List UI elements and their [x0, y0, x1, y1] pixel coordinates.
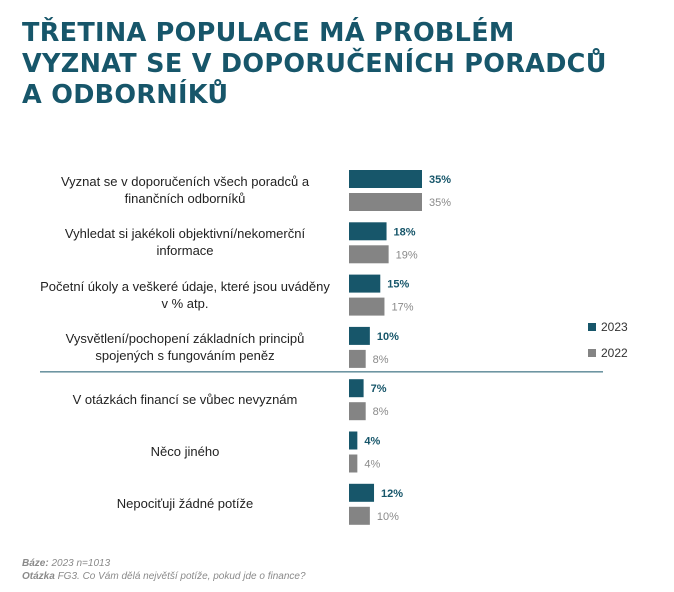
category-label-5-line-0: Něco jiného	[150, 444, 220, 459]
footnote-question-text: FG3. Co Vám dělá největší potíže, pokud …	[54, 571, 306, 582]
bar-2022-1	[349, 245, 389, 264]
data-label-2023-6: 12%	[381, 488, 403, 500]
category-label-0: Vyznat se v doporučeních všech poradců a…	[40, 173, 330, 207]
category-label-6-line-0: Nepociťuji žádné potíže	[116, 496, 254, 512]
category-label-1: Vyhledat si jakékoli objektivní/nekomerč…	[40, 225, 330, 259]
bar-2022-5	[349, 454, 358, 473]
category-label-0-line-0: Vyznat se v doporučeních všech poradců a	[60, 174, 310, 189]
bar-2023-1	[349, 222, 387, 241]
legend-label-2022: 2022	[601, 346, 628, 360]
bar-2023-4	[349, 379, 364, 398]
data-label-2023-4: 7%	[371, 383, 387, 395]
legend-label-2023: 2023	[601, 320, 628, 334]
category-label-3-line-0: Vysvětlení/pochopení základních principů	[65, 330, 305, 346]
data-label-2022-4: 8%	[373, 406, 389, 418]
footnote-question: Otázka FG3. Co Vám dělá největší potíže,…	[22, 571, 306, 582]
page-title: TŘETINA POPULACE MÁ PROBLÉM VYZNAT SE V …	[22, 18, 662, 111]
title-line-3: A ODBORNÍKŮ	[22, 80, 229, 110]
footnote-question-label: Otázka	[22, 571, 55, 582]
category-label-2-line-0: Početní úkoly a veškeré údaje, které jso…	[40, 278, 330, 294]
legend-item-2023: 2023	[588, 320, 628, 334]
data-label-2022-2: 17%	[391, 302, 413, 314]
data-label-2022-1: 19%	[396, 249, 418, 261]
category-label-3-line-1: spojených s fungováním peněz	[95, 347, 275, 363]
legend-swatch-2022	[588, 349, 596, 357]
data-label-2023-2: 15%	[387, 279, 409, 291]
bar-2022-4	[349, 402, 366, 421]
category-label-2: Početní úkoly a veškeré údaje, které jso…	[40, 278, 330, 312]
bar-2022-2	[349, 297, 385, 316]
legend-swatch-2023	[588, 323, 596, 331]
category-label-1-line-0: Vyhledat si jakékoli objektivní/nekomerč…	[64, 226, 306, 242]
footnote-base-text: 2023 n=1013	[48, 558, 111, 569]
bar-2023-6	[349, 483, 375, 502]
data-label-2023-5: 4%	[364, 436, 380, 448]
category-label-6: Nepociťuji žádné potíže	[40, 495, 330, 512]
footnote-base-label: Báze:	[22, 558, 49, 569]
data-label-2022-0: 35%	[429, 197, 451, 209]
data-label-2023-0: 35%	[429, 174, 451, 186]
category-label-2-line-1: v % atp.	[161, 295, 209, 311]
legend-item-2022: 2022	[588, 346, 628, 360]
category-label-0-line-1: finančních odborníků	[124, 191, 246, 206]
footnote-base: Báze: 2023 n=1013	[22, 558, 110, 569]
category-label-3: Vysvětlení/pochopení základních principů…	[40, 330, 330, 364]
bar-2023-5	[349, 431, 358, 450]
category-label-4: V otázkách financí se vůbec nevyznám	[40, 391, 330, 408]
category-label-1-line-1: informace	[156, 243, 214, 259]
bar-2023-2	[349, 274, 381, 293]
bar-2022-0	[349, 193, 422, 211]
data-label-2023-3: 10%	[377, 331, 399, 343]
category-label-4-line-0: V otázkách financí se vůbec nevyznám	[72, 391, 298, 407]
bar-2023-0	[349, 170, 422, 188]
category-label-5: Něco jiného	[40, 443, 330, 460]
title-line-2: VYZNAT SE V DOPORUČENÍCH PORADCŮ	[22, 49, 607, 79]
bar-2022-6	[349, 506, 370, 525]
data-label-2022-5: 4%	[364, 459, 380, 471]
data-label-2023-1: 18%	[394, 226, 416, 238]
data-label-2022-6: 10%	[377, 511, 399, 523]
title-line-1: TŘETINA POPULACE MÁ PROBLÉM	[22, 18, 515, 48]
bar-2022-3	[349, 349, 366, 368]
bar-2023-3	[349, 326, 370, 345]
data-label-2022-3: 8%	[373, 354, 389, 366]
